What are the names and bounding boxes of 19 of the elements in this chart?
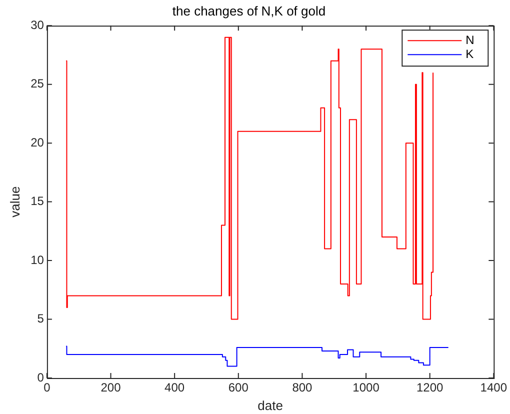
legend-label: N: [466, 32, 474, 47]
y-tick-label: 25: [30, 76, 44, 91]
x-tick-label: 1000: [352, 380, 380, 395]
y-tick-label: 5: [37, 312, 44, 326]
y-tick-label: 30: [30, 18, 44, 32]
x-tick-label: 1400: [480, 380, 508, 395]
y-tick-label: 0: [37, 370, 44, 384]
x-axis-title: date: [258, 398, 283, 413]
y-axis-title: value: [7, 186, 22, 218]
y-tick-label: 15: [30, 194, 44, 208]
chart-title: the changes of N,K of gold: [172, 3, 326, 18]
y-tick-label: 20: [30, 135, 44, 150]
x-tick-label: 200: [100, 380, 122, 395]
legend-label: K: [466, 46, 474, 61]
x-tick-label: 400: [164, 380, 185, 395]
x-tick-label: 600: [228, 380, 249, 395]
x-tick-label: 1200: [416, 380, 444, 395]
x-tick-label: 800: [292, 380, 313, 395]
y-tick-label: 10: [30, 252, 44, 267]
